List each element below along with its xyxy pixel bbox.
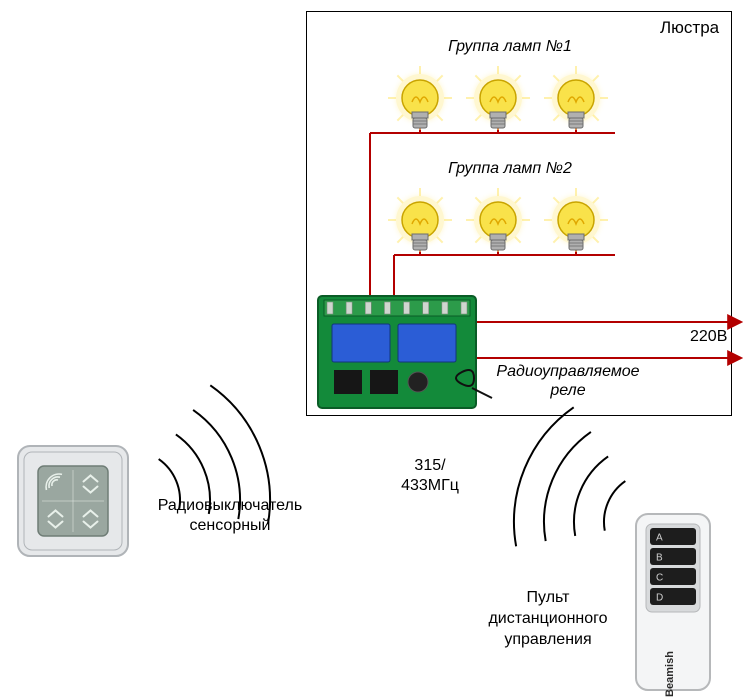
radio-wave-icon <box>574 456 608 535</box>
radio-wave-icon <box>544 432 591 541</box>
svg-text:Beamish: Beamish <box>664 651 676 697</box>
group2-label: Группа ламп №2 <box>410 160 610 178</box>
radio-wave-icon <box>604 481 625 531</box>
group1-label: Группа ламп №1 <box>410 38 610 56</box>
svg-text:A: A <box>656 532 663 543</box>
svg-text:B: B <box>656 552 663 563</box>
switch-label: Радиовыключатель сенсорный <box>130 496 330 536</box>
frequency-label: 315/ 433МГц <box>380 456 480 496</box>
radio-wave-icon <box>514 407 574 546</box>
wall-switch <box>18 446 128 556</box>
remote-label: Пульт дистанционного управления <box>458 588 638 650</box>
svg-text:D: D <box>656 592 663 603</box>
svg-text:C: C <box>656 572 663 583</box>
remote-control: ABCD Beamish <box>636 514 710 697</box>
chandelier-box <box>306 11 732 416</box>
chandelier-title: Люстра <box>660 18 719 38</box>
relay-label: Радиоуправляемое реле <box>478 362 658 400</box>
voltage-label: 220В <box>690 328 727 346</box>
